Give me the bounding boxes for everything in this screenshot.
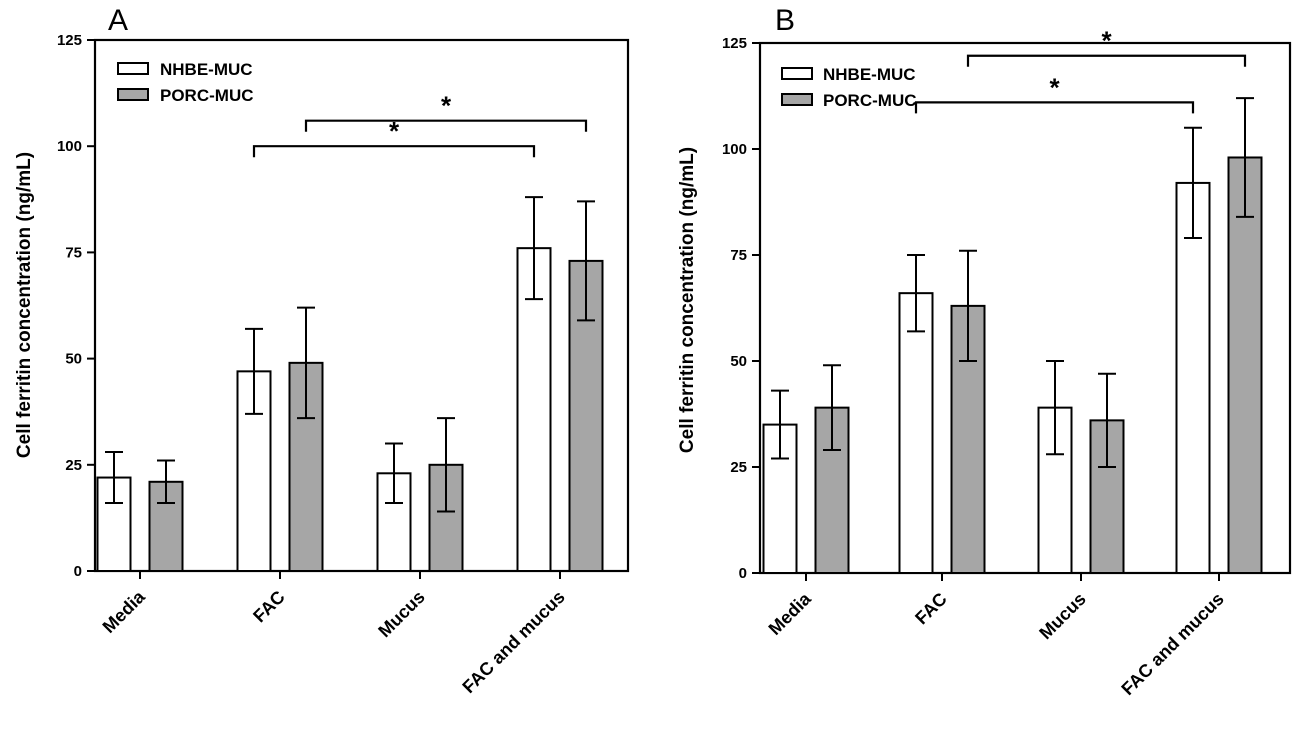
legend-label-porc: PORC-MUC <box>160 86 254 105</box>
y-tick-label: 100 <box>57 138 82 155</box>
panel-b-legend: NHBE-MUC PORC-MUC <box>781 65 917 110</box>
panel-a-plot-frame <box>93 38 630 573</box>
panel-b-y-axis: 0 25 50 75 100 125 <box>722 35 760 582</box>
y-tick-label: 125 <box>722 35 747 52</box>
x-tick-label: FAC and mucus <box>458 587 568 697</box>
significance-star: * <box>441 91 452 121</box>
significance-star: * <box>1101 26 1112 56</box>
x-tick-label: FAC and mucus <box>1117 589 1227 699</box>
y-tick-label: 50 <box>730 353 747 370</box>
legend-swatch-nhbe <box>117 62 149 75</box>
panel-a-bars <box>96 196 604 573</box>
panel-a-letter: A <box>108 4 128 37</box>
x-tick-label: Media <box>765 588 816 639</box>
legend-label-nhbe: NHBE-MUC <box>160 60 253 79</box>
panel-b-x-axis: Media FAC Mucus FAC and mucus <box>765 573 1228 699</box>
bar <box>516 247 552 572</box>
y-tick-label: 125 <box>57 32 82 49</box>
legend-swatch-nhbe <box>781 67 813 80</box>
significance-bracket <box>914 101 1195 114</box>
bar <box>898 292 934 574</box>
panel-b-significance: ** <box>914 26 1247 114</box>
bar <box>1227 156 1263 574</box>
y-tick-label: 50 <box>65 351 82 368</box>
panel-a-significance: ** <box>252 91 588 158</box>
legend-label-porc: PORC-MUC <box>823 91 917 110</box>
bar <box>236 370 272 572</box>
y-tick-label: 0 <box>74 563 82 580</box>
significance-bracket <box>966 54 1247 67</box>
panel-b-ylabel: Cell ferritin concentration (ng/mL) <box>677 147 698 453</box>
x-tick-label: FAC <box>911 589 951 629</box>
panel-a-ylabel: Cell ferritin concentration (ng/mL) <box>14 152 35 458</box>
x-tick-label: FAC <box>249 587 289 627</box>
legend-label-nhbe: NHBE-MUC <box>823 65 916 84</box>
x-tick-label: Mucus <box>1035 589 1089 643</box>
panel-b: B Cell ferritin concentration (ng/mL) 0 2… <box>677 4 1292 699</box>
y-tick-label: 75 <box>65 244 82 261</box>
legend-swatch-porc <box>781 93 813 106</box>
panel-a: A Cell ferritin concentration (ng/mL) 0 2… <box>14 4 630 697</box>
significance-star: * <box>389 116 400 146</box>
panel-a-x-axis: Media FAC Mucus FAC and mucus <box>99 571 569 697</box>
y-tick-label: 0 <box>739 565 747 582</box>
panel-a-legend: NHBE-MUC PORC-MUC <box>117 60 254 105</box>
significance-star: * <box>1049 72 1060 102</box>
x-tick-label: Media <box>99 586 150 637</box>
significance-bracket <box>252 145 536 158</box>
panel-b-plot-frame <box>758 41 1292 575</box>
y-tick-label: 25 <box>730 459 747 476</box>
y-tick-label: 100 <box>722 141 747 158</box>
y-tick-label: 25 <box>65 457 82 474</box>
bar <box>1175 181 1211 574</box>
panel-b-bars <box>762 97 1263 575</box>
legend-swatch-porc <box>117 88 149 101</box>
y-tick-label: 75 <box>730 247 747 264</box>
panel-a-y-axis: 0 25 50 75 100 125 <box>57 32 95 580</box>
significance-bracket <box>304 119 588 132</box>
panel-b-letter: B <box>775 4 795 37</box>
x-tick-label: Mucus <box>374 587 428 641</box>
